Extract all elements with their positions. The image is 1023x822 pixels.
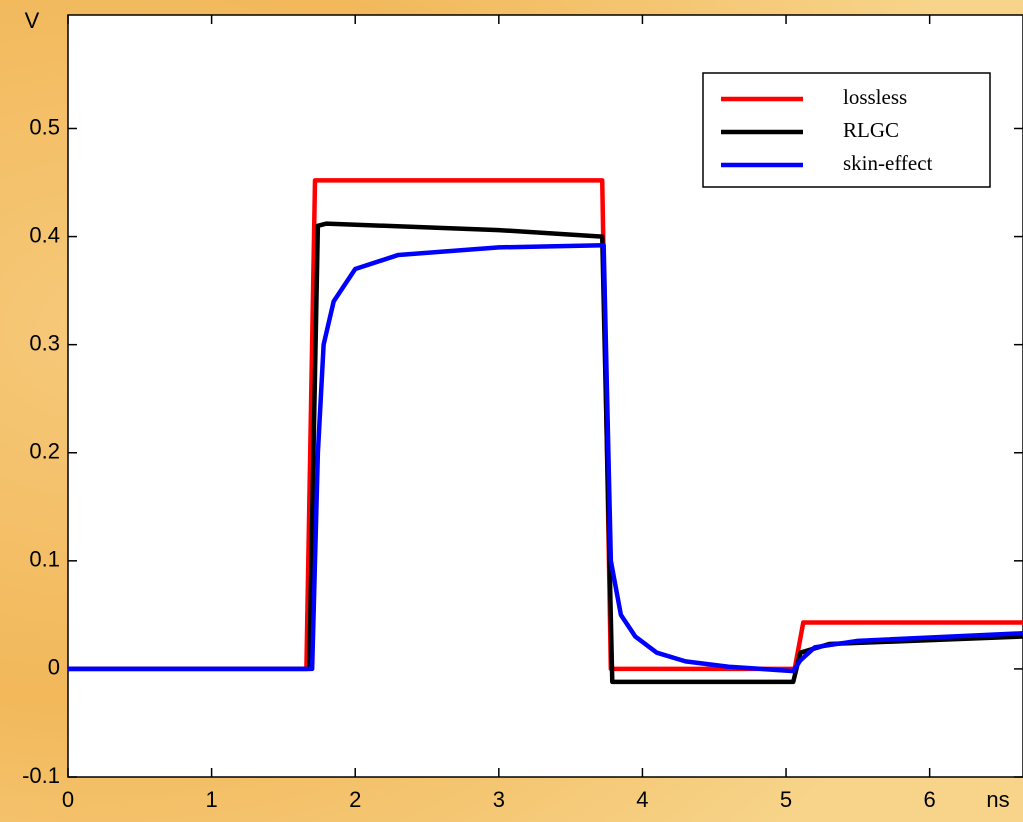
y-tick-label: 0.2 (29, 439, 60, 464)
y-tick-label: 0.1 (29, 547, 60, 572)
legend-label: RLGC (843, 118, 899, 142)
legend-label: lossless (843, 85, 907, 109)
x-tick-label: 4 (636, 787, 648, 812)
x-tick-label: 1 (205, 787, 217, 812)
series-line (68, 242, 1023, 674)
x-axis-label: ns (986, 787, 1009, 812)
y-axis-label: V (25, 8, 40, 33)
x-tick-label: 6 (924, 787, 936, 812)
x-tick-label: 3 (493, 787, 505, 812)
x-tick-label: 0 (62, 787, 74, 812)
y-tick-label: 0 (48, 655, 60, 680)
y-tick-label: 0.5 (29, 114, 60, 139)
legend-label: skin-effect (843, 151, 933, 175)
y-tick-label: 0.4 (29, 222, 60, 247)
y-tick-label: -0.1 (22, 763, 60, 788)
x-tick-label: 5 (780, 787, 792, 812)
y-tick-label: 0.3 (29, 330, 60, 355)
x-tick-label: 2 (349, 787, 361, 812)
